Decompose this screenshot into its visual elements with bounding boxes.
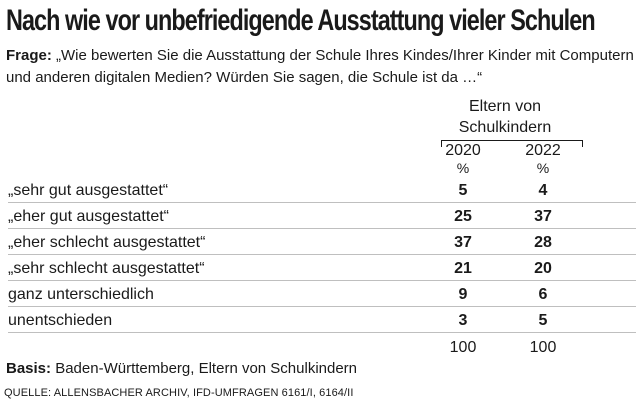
total-2022: 100 <box>529 339 557 356</box>
value-2020: 3 <box>458 312 468 329</box>
table-body: „sehr gut ausgestattet“ 5 4 „eher gut au… <box>0 177 644 333</box>
question-text: „Wie bewerten Sie die Ausstattung der Sc… <box>6 47 634 86</box>
row-label: „eher gut ausgestattet“ <box>8 208 169 225</box>
chart-title: Nach wie vor unbefriedigende Ausstattung… <box>6 4 596 37</box>
row-label: „sehr schlecht ausgestattet“ <box>8 260 205 277</box>
value-2022: 28 <box>534 234 552 251</box>
value-2020: 21 <box>454 260 472 277</box>
basis-label: Basis: <box>6 360 52 377</box>
basis-note: Basis: Baden-Württemberg, Eltern von Sch… <box>6 359 357 379</box>
value-2022: 6 <box>538 286 548 303</box>
value-2020: 25 <box>454 208 472 225</box>
column-header-2022: 2022 <box>525 142 561 159</box>
question-label: Frage: <box>6 47 52 64</box>
table-row: „eher schlecht ausgestattet“ 37 28 <box>0 229 644 255</box>
value-2020: 9 <box>458 286 468 303</box>
survey-question: Frage: „Wie bewerten Sie die Ausstattung… <box>6 45 638 89</box>
value-2022: 20 <box>534 260 552 277</box>
table-row: ganz unterschiedlich 9 6 <box>0 281 644 307</box>
row-label: „sehr gut ausgestattet“ <box>8 182 169 199</box>
row-label: unentschieden <box>8 312 113 329</box>
source-line: QUELLE: ALLENSBACHER ARCHIV, IFD-UMFRAGE… <box>4 387 354 399</box>
group-header: Eltern von Schulkindern <box>458 98 552 136</box>
totals-row: 100 100 <box>0 338 644 358</box>
column-unit-2022: % <box>536 160 550 176</box>
value-2022: 4 <box>538 182 548 199</box>
column-header-2020: 2020 <box>445 142 481 159</box>
column-unit-2020: % <box>456 160 470 176</box>
table-row: „eher gut ausgestattet“ 25 37 <box>0 203 644 229</box>
value-2020: 37 <box>454 234 472 251</box>
total-2020: 100 <box>449 339 477 356</box>
table-row: „sehr gut ausgestattet“ 5 4 <box>0 177 644 203</box>
row-label: ganz unterschiedlich <box>8 286 154 303</box>
value-2022: 37 <box>534 208 552 225</box>
table-row: „sehr schlecht ausgestattet“ 21 20 <box>0 255 644 281</box>
basis-text: Baden-Württemberg, Eltern von Schulkinde… <box>55 360 358 377</box>
row-label: „eher schlecht ausgestattet“ <box>8 234 206 251</box>
table-row: unentschieden 3 5 <box>0 307 644 333</box>
value-2022: 5 <box>538 312 548 329</box>
value-2020: 5 <box>458 182 468 199</box>
column-group-bracket <box>441 140 583 147</box>
